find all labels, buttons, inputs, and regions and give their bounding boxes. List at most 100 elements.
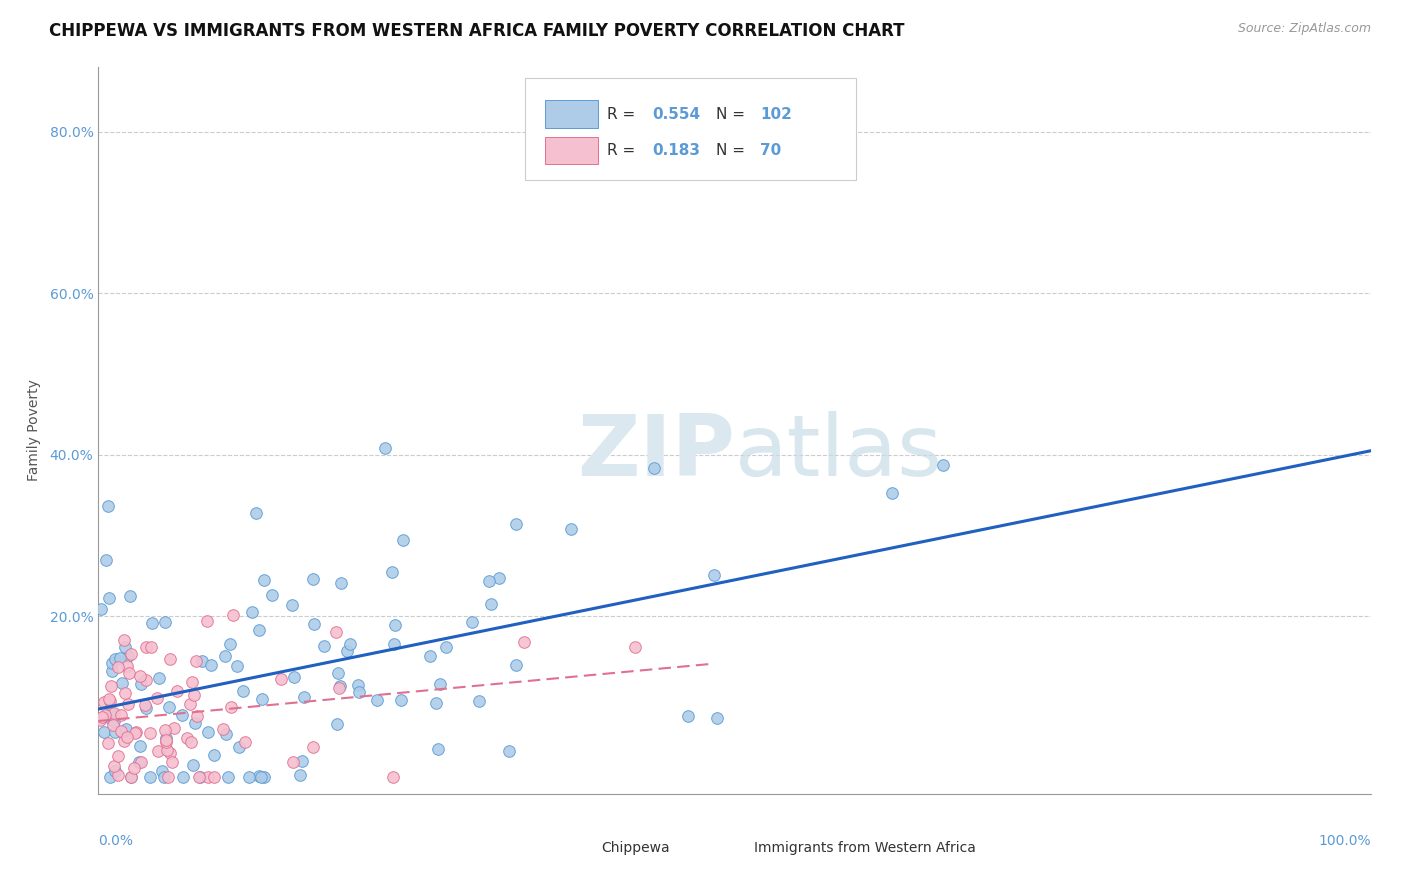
Point	[347, 685, 370, 699]
Point	[156, 743, 179, 757]
Point	[427, 741, 450, 756]
Point	[329, 575, 352, 590]
Point	[262, 588, 284, 602]
Point	[97, 499, 120, 513]
Point	[129, 677, 152, 691]
Point	[101, 664, 124, 678]
Point	[882, 486, 904, 500]
Point	[468, 694, 491, 708]
Point	[703, 568, 725, 582]
Point	[101, 657, 124, 671]
Point	[624, 640, 647, 655]
Point	[129, 739, 152, 753]
Text: 100.0%: 100.0%	[1319, 834, 1371, 848]
Text: CHIPPEWA VS IMMIGRANTS FROM WESTERN AFRICA FAMILY POVERTY CORRELATION CHART: CHIPPEWA VS IMMIGRANTS FROM WESTERN AFRI…	[49, 22, 904, 40]
Point	[191, 655, 214, 669]
Point	[115, 659, 138, 673]
Point	[184, 654, 207, 668]
Point	[129, 755, 152, 769]
Point	[292, 690, 315, 705]
Point	[374, 441, 396, 455]
Point	[124, 725, 146, 739]
Point	[197, 724, 219, 739]
Point	[162, 721, 184, 735]
Point	[215, 727, 238, 741]
Point	[240, 605, 263, 619]
Point	[270, 672, 292, 686]
Point	[104, 724, 127, 739]
Point	[150, 764, 173, 778]
Point	[115, 722, 138, 736]
Point	[115, 730, 138, 744]
Point	[250, 692, 273, 706]
Point	[104, 764, 127, 779]
Point	[302, 740, 325, 755]
FancyBboxPatch shape	[546, 100, 599, 128]
Point	[381, 770, 404, 784]
Text: R =: R =	[607, 143, 641, 158]
Point	[98, 692, 121, 706]
Point	[419, 648, 441, 663]
Point	[513, 635, 536, 649]
Point	[643, 461, 665, 475]
Point	[98, 694, 121, 708]
Point	[155, 731, 177, 745]
Point	[238, 770, 260, 784]
Text: 102: 102	[761, 107, 792, 121]
Point	[107, 768, 129, 782]
Point	[498, 744, 520, 758]
Point	[291, 754, 314, 768]
Point	[212, 722, 235, 736]
Point	[98, 770, 121, 784]
Point	[111, 676, 134, 690]
Point	[135, 673, 157, 688]
Point	[384, 618, 406, 632]
Point	[183, 715, 205, 730]
Point	[180, 735, 202, 749]
Text: 0.183: 0.183	[652, 143, 700, 158]
Point	[148, 744, 170, 758]
Point	[245, 506, 267, 520]
Text: 0.554: 0.554	[652, 107, 700, 121]
Point	[250, 770, 273, 784]
Text: ZIP: ZIP	[576, 410, 734, 493]
Point	[114, 633, 136, 648]
Point	[135, 640, 157, 654]
Point	[253, 573, 276, 587]
Point	[505, 658, 527, 673]
Point	[186, 708, 208, 723]
Point	[505, 517, 527, 532]
Point	[107, 749, 129, 764]
Point	[159, 652, 181, 666]
Point	[188, 770, 211, 784]
Point	[247, 769, 270, 783]
Point	[706, 710, 728, 724]
Point	[170, 708, 193, 723]
Point	[560, 522, 582, 536]
Point	[233, 735, 256, 749]
Point	[325, 717, 347, 731]
Point	[118, 666, 141, 681]
Point	[195, 614, 218, 628]
Text: R =: R =	[607, 107, 641, 121]
Point	[197, 770, 219, 784]
Point	[200, 657, 222, 672]
Text: 70: 70	[761, 143, 782, 158]
Point	[228, 740, 250, 755]
Y-axis label: Family Poverty: Family Poverty	[27, 379, 41, 482]
Point	[94, 553, 117, 567]
Point	[249, 623, 271, 637]
Point	[120, 770, 142, 784]
Point	[114, 640, 136, 654]
Point	[110, 724, 132, 739]
Point	[181, 758, 204, 772]
Point	[381, 565, 404, 579]
Point	[183, 688, 205, 702]
Text: Immigrants from Western Africa: Immigrants from Western Africa	[754, 841, 976, 855]
Point	[108, 651, 131, 665]
Point	[155, 735, 177, 749]
Point	[302, 617, 325, 632]
Text: Source: ZipAtlas.com: Source: ZipAtlas.com	[1237, 22, 1371, 36]
Point	[214, 648, 236, 663]
Point	[166, 684, 188, 698]
